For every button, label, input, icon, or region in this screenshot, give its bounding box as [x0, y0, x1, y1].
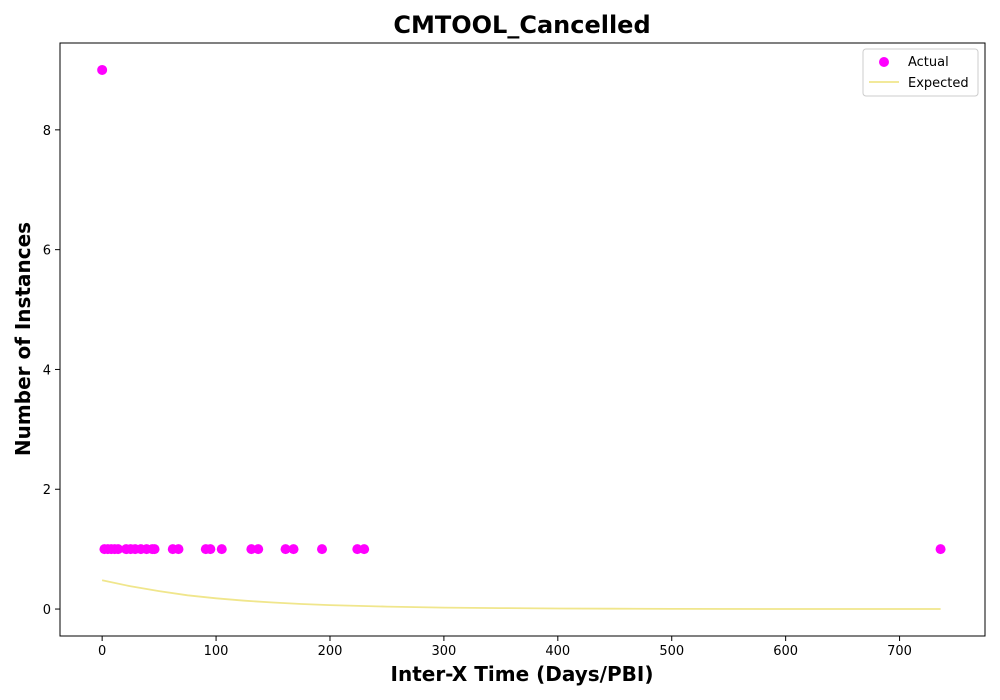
actual-point — [359, 544, 370, 555]
x-tick-label: 700 — [887, 644, 912, 659]
y-tick-label: 2 — [43, 483, 51, 498]
y-tick-label: 4 — [43, 363, 51, 378]
actual-point — [317, 544, 328, 555]
legend-actual-label: Actual — [908, 55, 949, 70]
actual-point — [113, 544, 124, 555]
y-tick-label: 8 — [43, 124, 51, 139]
chart-title: CMTOOL_Cancelled — [393, 11, 650, 39]
actual-point — [352, 544, 363, 555]
actual-point — [253, 544, 264, 555]
actual-point — [216, 544, 227, 555]
x-tick-label: 0 — [98, 644, 106, 659]
legend-box — [862, 48, 979, 97]
y-tick-label: 0 — [43, 603, 51, 618]
x-axis-label: Inter-X Time (Days/PBI) — [391, 662, 654, 686]
actual-point — [288, 544, 299, 555]
axes-frame — [59, 42, 986, 637]
y-axis-label: Number of Instances — [11, 222, 35, 456]
x-tick-label: 500 — [659, 644, 684, 659]
actual-point — [97, 64, 108, 75]
legend-expected-label: Expected — [908, 76, 969, 91]
x-tick-label: 400 — [545, 644, 570, 659]
x-tick-label: 100 — [204, 644, 229, 659]
x-tick-label: 600 — [773, 644, 798, 659]
y-axis: 0 2 4 6 8 — [43, 124, 60, 618]
x-axis: 0 100 200 300 400 500 600 700 — [98, 636, 912, 659]
legend: Actual Expected — [862, 48, 979, 97]
actual-points — [97, 64, 946, 555]
actual-point — [935, 544, 946, 555]
x-tick-label: 200 — [318, 644, 343, 659]
legend-actual-marker — [879, 57, 889, 67]
actual-point — [173, 544, 184, 555]
x-tick-label: 300 — [431, 644, 456, 659]
plot-area: 0 100 200 300 400 500 600 700 0 2 4 6 8 — [43, 42, 986, 659]
y-tick-label: 6 — [43, 244, 51, 259]
actual-point — [280, 544, 291, 555]
expected-line — [101, 579, 941, 610]
actual-point — [246, 544, 257, 555]
actual-point — [149, 544, 160, 555]
actual-point — [205, 544, 216, 555]
